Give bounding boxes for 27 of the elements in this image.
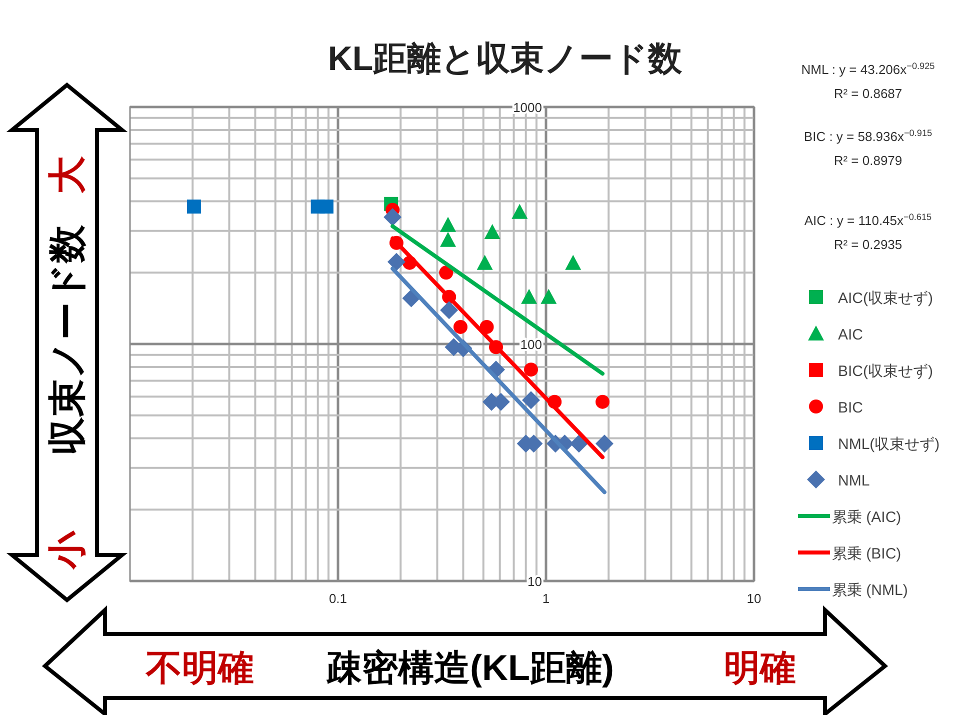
text: R² = 0.8687 — [834, 86, 902, 101]
x-axis-title: 疎密構造(KL距離) — [326, 647, 614, 688]
text: 明確 — [724, 647, 796, 688]
y-tick-label: 1000 — [513, 100, 542, 115]
text: 大 — [47, 156, 89, 194]
legend-label: BIC — [838, 400, 864, 416]
text: R² = 0.2935 — [834, 237, 902, 252]
x-tick-label: 10 — [746, 591, 762, 606]
legend-label: 累乗 (BIC) — [832, 546, 902, 562]
legend-label: NML — [838, 472, 870, 490]
chart-title: KL距離と収束ノード数 — [328, 40, 684, 78]
x-tick-label: 1 — [542, 591, 550, 606]
legend-label: AIC — [838, 326, 864, 344]
text: 不明確 — [145, 647, 254, 688]
legend-label: 累乗 (AIC) — [832, 509, 902, 526]
text: BIC : y = 58.936x$^{−0.915}$ — [804, 128, 932, 144]
legend-label: NML(収束せず) — [838, 436, 940, 453]
legend-label: 累乗 (NML) — [832, 582, 908, 599]
text: R² = 0.8979 — [834, 153, 902, 168]
legend-label: AIC(収束せず) — [838, 290, 933, 307]
legend-label: BIC(収束せず) — [838, 363, 933, 380]
text: AIC : y = 110.45x$^{−0.615}$ — [804, 212, 932, 228]
y-tick-label: 100 — [520, 337, 542, 352]
y-axis-title: 収束ノード数 — [47, 224, 89, 455]
text: 小 — [47, 530, 89, 570]
text: NML : y = 43.206x$^{−0.925}$ — [801, 61, 935, 77]
x-tick-label: 0.1 — [328, 591, 348, 606]
